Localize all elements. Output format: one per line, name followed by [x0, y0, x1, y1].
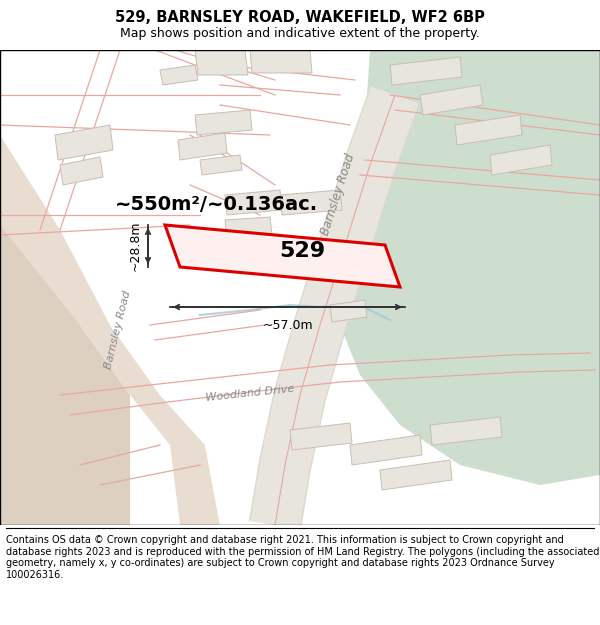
Polygon shape: [60, 157, 103, 185]
Polygon shape: [330, 300, 367, 322]
Polygon shape: [195, 50, 248, 75]
Polygon shape: [280, 190, 342, 215]
Polygon shape: [195, 110, 252, 135]
Text: Barnsley Road: Barnsley Road: [319, 152, 358, 238]
Polygon shape: [225, 217, 272, 238]
Text: 529, BARNSLEY ROAD, WAKEFIELD, WF2 6BP: 529, BARNSLEY ROAD, WAKEFIELD, WF2 6BP: [115, 10, 485, 25]
Polygon shape: [430, 417, 502, 445]
Polygon shape: [290, 423, 352, 450]
Text: 529: 529: [280, 241, 326, 261]
Text: ~550m²/~0.136ac.: ~550m²/~0.136ac.: [115, 196, 318, 214]
Polygon shape: [350, 435, 422, 465]
Polygon shape: [490, 145, 552, 175]
Text: ~57.0m: ~57.0m: [262, 319, 313, 332]
Polygon shape: [420, 85, 483, 115]
Polygon shape: [380, 460, 452, 490]
Polygon shape: [165, 225, 400, 287]
Text: Woodland Drive: Woodland Drive: [205, 383, 295, 402]
Text: Barnsley Road: Barnsley Road: [103, 290, 133, 370]
Polygon shape: [0, 50, 220, 525]
Polygon shape: [178, 133, 227, 160]
Polygon shape: [160, 65, 198, 85]
Polygon shape: [455, 115, 522, 145]
Polygon shape: [0, 50, 450, 525]
Polygon shape: [225, 190, 282, 215]
Text: Map shows position and indicative extent of the property.: Map shows position and indicative extent…: [120, 27, 480, 40]
Text: Contains OS data © Crown copyright and database right 2021. This information is : Contains OS data © Crown copyright and d…: [6, 535, 599, 580]
Polygon shape: [250, 50, 312, 73]
Polygon shape: [0, 50, 130, 525]
Polygon shape: [340, 50, 600, 485]
Text: ~28.8m: ~28.8m: [129, 221, 142, 271]
Polygon shape: [390, 57, 462, 85]
Polygon shape: [55, 125, 113, 160]
Polygon shape: [200, 155, 242, 175]
